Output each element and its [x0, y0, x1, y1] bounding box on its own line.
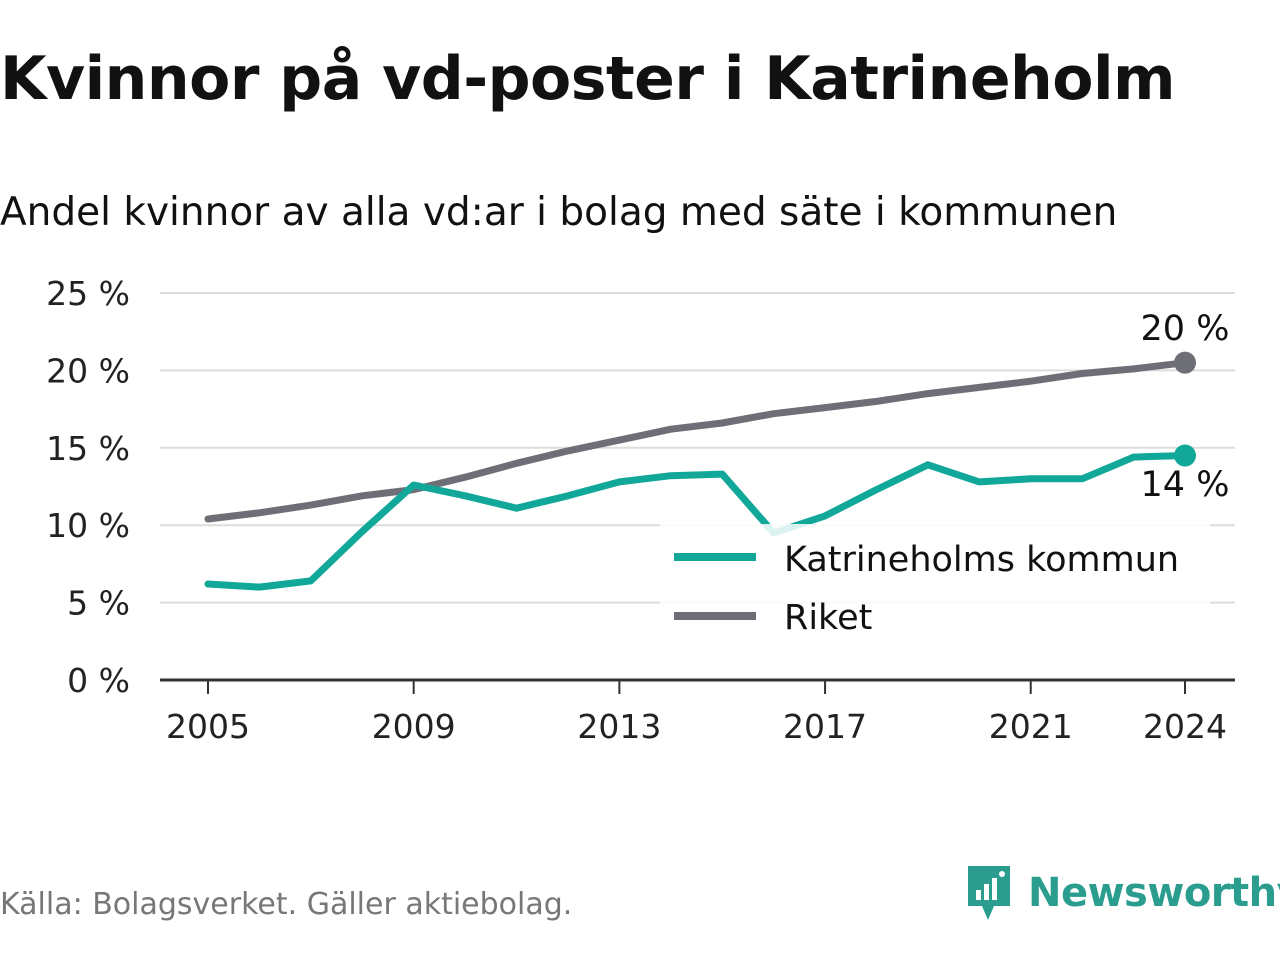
series-lines: [204, 351, 1196, 591]
x-tick-label: 2009: [372, 707, 456, 746]
y-tick-label: 20 %: [46, 351, 130, 390]
end-point-kommun: [1174, 444, 1196, 467]
legend: Katrineholms kommun Riket: [660, 524, 1210, 638]
x-tick-label: 2021: [989, 707, 1073, 746]
end-label-kommun: 14 %: [1141, 465, 1230, 505]
x-tick-label: 2005: [166, 707, 250, 746]
y-tick-label: 15 %: [46, 429, 130, 468]
x-axis: 2005 2009 2013 2017 2021 2024: [160, 678, 1235, 746]
y-tick-label: 5 %: [67, 584, 130, 623]
brand-logo: Newsworthy: [964, 862, 1280, 924]
y-tick-label: 0 %: [67, 661, 130, 700]
series-line-kommun: [204, 452, 1189, 591]
y-tick-label: 10 %: [46, 506, 130, 545]
end-labels: 20 % 14 %: [1141, 309, 1230, 505]
legend-background: [660, 524, 1210, 604]
source-note: Källa: Bolagsverket. Gäller aktiebolag.: [0, 887, 573, 922]
series-line-riket: [204, 359, 1189, 523]
x-tick-label: 2024: [1143, 707, 1227, 746]
end-point-riket: [1174, 351, 1196, 374]
chart-title: Kvinnor på vd-poster i Katrineholm: [0, 44, 1176, 114]
y-tick-label: 25 %: [46, 274, 130, 313]
legend-label-kommun: Katrineholms kommun: [784, 540, 1179, 580]
x-tick-label: 2017: [783, 707, 867, 746]
chart-subtitle: Andel kvinnor av alla vd:ar i bolag med …: [0, 190, 1118, 235]
end-label-riket: 20 %: [1141, 309, 1230, 349]
brand-name: Newsworthy: [1028, 870, 1280, 916]
legend-label-riket: Riket: [784, 598, 872, 638]
y-axis-ticks: 0 % 5 % 10 % 15 % 20 % 25 %: [46, 274, 130, 700]
x-tick-label: 2013: [577, 707, 661, 746]
newsworthy-logo-icon: [968, 866, 1010, 920]
